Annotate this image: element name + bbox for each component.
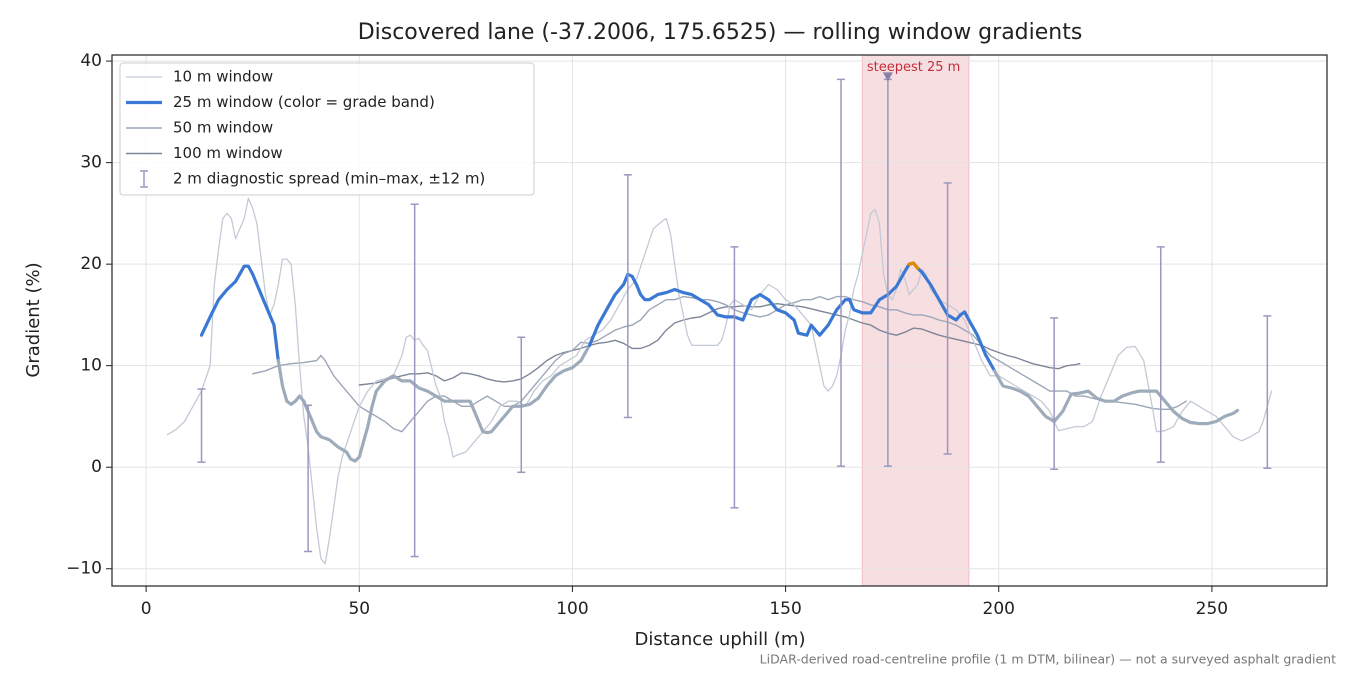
legend-label: 50 m window [173,119,273,137]
x-tick-label: 150 [769,599,801,619]
highlight-label: steepest 25 m [867,60,960,75]
legend-box [119,62,535,196]
line-series-band [276,359,583,463]
chart-title: Discovered lane (-37.2006, 175.6525) — r… [358,20,1083,45]
line-series-band [199,264,276,337]
peak-segment [907,261,920,270]
band-connector [272,323,280,363]
x-tick-label: 0 [141,599,152,619]
highlight-band [861,54,970,587]
footnote: LiDAR-derived road-centreline profile (1… [760,652,1336,667]
legend-label: 100 m window [173,144,283,162]
legend-label: 25 m window (color = grade band) [173,93,435,111]
legend-label: 2 m diagnostic spread (min–max, ±12 m) [173,170,485,188]
y-tick-label: 10 [80,356,102,376]
line-series-band [587,261,988,358]
legend-label: 10 m window [173,68,273,86]
x-tick-label: 200 [983,599,1015,619]
steepest-marker [882,72,893,82]
legend: 10 m window 25 m window (color = grade ba… [119,62,535,196]
line-series [166,197,1273,565]
y-tick-label: 20 [80,254,102,274]
x-axis-label: Distance uphill (m) [635,629,806,650]
y-tick-label: 40 [80,51,102,71]
x-tick-label: 50 [348,599,370,619]
band-connector [579,343,592,363]
line-series-band [992,369,1240,426]
y-tick-label: −10 [66,559,102,579]
plot-frame [111,54,1328,587]
band-connector [984,353,997,373]
x-tick-label: 100 [556,599,588,619]
x-tick-label: 250 [1196,599,1228,619]
y-tick-label: 0 [91,457,102,477]
y-axis-label: Gradient (%) [23,262,44,377]
line-series [252,295,1187,433]
y-tick-label: 30 [80,153,102,173]
